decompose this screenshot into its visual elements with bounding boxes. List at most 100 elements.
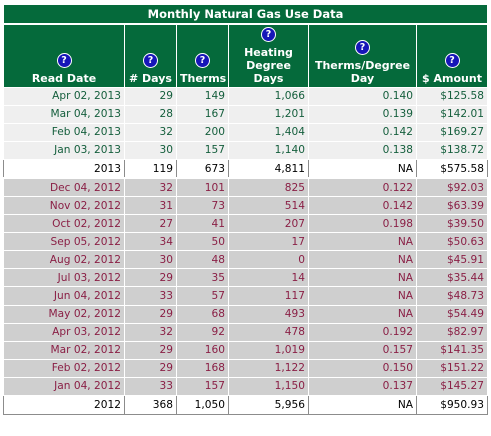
help-icon[interactable]: ? (444, 52, 460, 68)
days: 30 (124, 140, 177, 160)
gas-use-table: Monthly Natural Gas Use Data ? Read Date… (2, 4, 489, 415)
therms-per-degree-day: NA (308, 268, 417, 288)
therms-per-degree-day: 0.138 (308, 140, 417, 160)
therms: 41 (176, 214, 229, 234)
days: 28 (124, 104, 177, 124)
read-date: Jun 04, 2012 (3, 286, 125, 306)
heating-degree-days: 478 (228, 322, 309, 342)
amount: $39.50 (415, 214, 489, 234)
read-date: Dec 04, 2012 (3, 177, 125, 197)
amount: $169.27 (415, 122, 489, 142)
read-date: Feb 02, 2012 (3, 358, 125, 378)
help-icon[interactable]: ? (261, 26, 276, 42)
heating-degree-days: 0 (228, 250, 309, 270)
table-row: Jan 04, 2012 33 157 1,150 0.137 $145.27 (3, 376, 489, 397)
table-row: Oct 02, 2012 27 41 207 0.198 $39.50 (3, 214, 489, 234)
therms: 35 (176, 268, 229, 288)
read-date: Mar 02, 2012 (3, 340, 125, 360)
days: 29 (124, 340, 177, 360)
total-year: 2012 (3, 395, 125, 415)
therms: 50 (176, 232, 229, 252)
days: 29 (124, 358, 177, 378)
therms: 167 (176, 104, 229, 124)
heating-degree-days: 14 (228, 268, 309, 288)
total-heating-degree-days: 4,811 (228, 158, 309, 179)
table-row: Mar 04, 2013 28 167 1,201 0.139 $142.01 (3, 104, 489, 124)
therms-per-degree-day: NA (308, 232, 417, 252)
read-date: Sep 05, 2012 (3, 232, 125, 252)
therms-per-degree-day: 0.122 (308, 177, 417, 197)
therms-per-degree-day: 0.192 (308, 322, 417, 342)
total-amount: $575.58 (415, 158, 489, 179)
therms-per-degree-day: NA (308, 250, 417, 270)
help-icon[interactable]: ? (195, 52, 210, 68)
heating-degree-days: 1,404 (228, 122, 309, 142)
heating-degree-days: 514 (228, 195, 309, 216)
days: 27 (124, 214, 177, 234)
therms-per-degree-day: 0.157 (308, 340, 417, 360)
therms: 101 (176, 177, 229, 197)
help-icon[interactable]: ? (56, 52, 72, 68)
read-date: May 02, 2012 (3, 304, 125, 324)
table-row: Feb 04, 2013 32 200 1,404 0.142 $169.27 (3, 122, 489, 142)
amount: $48.73 (415, 286, 489, 306)
heating-degree-days: 493 (228, 304, 309, 324)
total-therms-per-degree-day: NA (308, 395, 417, 415)
therms: 157 (176, 376, 229, 397)
days: 32 (124, 322, 177, 342)
therms-per-degree-day: 0.140 (308, 86, 417, 106)
total-heating-degree-days: 5,956 (228, 395, 309, 415)
col-header-amount: ? $ Amount (415, 23, 489, 87)
total-therms: 673 (176, 158, 229, 179)
read-date: Apr 03, 2012 (3, 322, 125, 342)
table-row: Sep 05, 2012 34 50 17 NA $50.63 (3, 232, 489, 252)
table-title-row: Monthly Natural Gas Use Data (2, 4, 489, 25)
days: 31 (124, 195, 177, 216)
therms: 168 (176, 358, 229, 378)
total-row-2013: 2013 119 673 4,811 NA $575.58 (3, 158, 489, 179)
table-row: Dec 04, 2012 32 101 825 0.122 $92.03 (3, 177, 489, 197)
gas-use-panel: Monthly Natural Gas Use Data ? Read Date… (2, 4, 489, 415)
heating-degree-days: 1,140 (228, 140, 309, 160)
heating-degree-days: 117 (228, 286, 309, 306)
therms: 57 (176, 286, 229, 306)
table-row: May 02, 2012 29 68 493 NA $54.49 (3, 304, 489, 324)
amount: $145.27 (415, 376, 489, 397)
column-header-row: ? Read Date ? # Days ? Therms ? Heating … (3, 23, 489, 87)
table-row: Apr 02, 2013 29 149 1,066 0.140 $125.58 (3, 86, 489, 106)
amount: $45.91 (415, 250, 489, 270)
therms-per-degree-day: NA (308, 286, 417, 306)
heating-degree-days: 207 (228, 214, 309, 234)
help-icon[interactable]: ? (143, 52, 158, 68)
table-row: Nov 02, 2012 31 73 514 0.142 $63.39 (3, 195, 489, 216)
days: 32 (124, 122, 177, 142)
therms-per-degree-day: 0.142 (308, 195, 417, 216)
table-body: Apr 02, 2013 29 149 1,066 0.140 $125.58 Mar 0… (3, 86, 489, 415)
days: 29 (124, 86, 177, 106)
table-row: Jan 03, 2013 30 157 1,140 0.138 $138.72 (3, 140, 489, 160)
total-days: 119 (124, 158, 177, 179)
days: 33 (124, 286, 177, 306)
amount: $142.01 (415, 104, 489, 124)
therms: 157 (176, 140, 229, 160)
therms-per-degree-day: 0.142 (308, 122, 417, 142)
amount: $92.03 (415, 177, 489, 197)
read-date: Jul 03, 2012 (3, 268, 125, 288)
read-date: Jan 04, 2012 (3, 376, 125, 397)
help-icon[interactable]: ? (355, 39, 370, 55)
total-days: 368 (124, 395, 177, 415)
therms: 68 (176, 304, 229, 324)
table-row: Feb 02, 2012 29 168 1,122 0.150 $151.22 (3, 358, 489, 378)
read-date: Jan 03, 2013 (3, 140, 125, 160)
amount: $82.97 (415, 322, 489, 342)
amount: $141.35 (415, 340, 489, 360)
days: 30 (124, 250, 177, 270)
amount: $125.58 (415, 86, 489, 106)
amount: $63.39 (415, 195, 489, 216)
days: 32 (124, 177, 177, 197)
amount: $151.22 (415, 358, 489, 378)
total-year: 2013 (3, 158, 125, 179)
therms: 48 (176, 250, 229, 270)
therms-per-degree-day: NA (308, 304, 417, 324)
read-date: Aug 02, 2012 (3, 250, 125, 270)
